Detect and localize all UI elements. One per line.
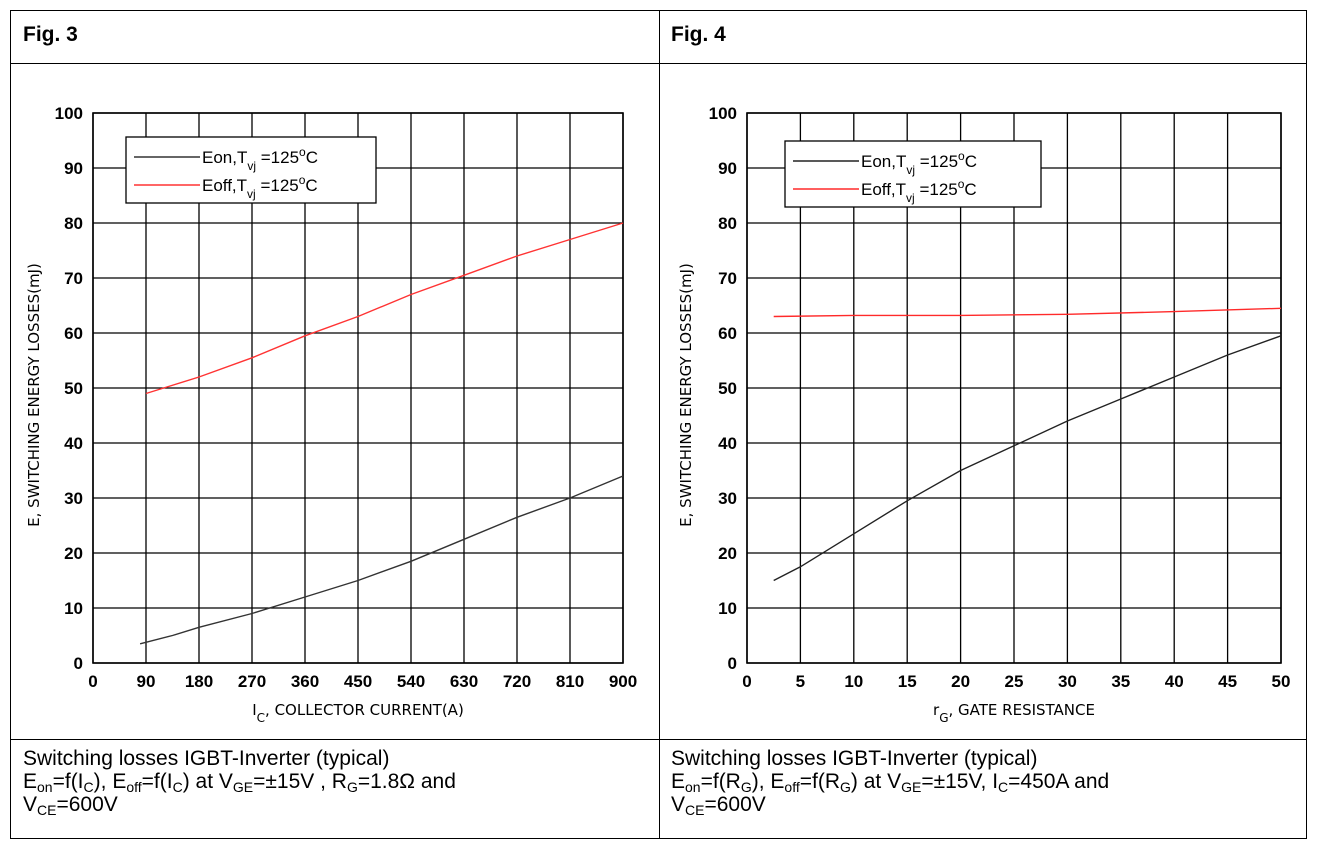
fig4-xtick-label: 15 [898,672,917,691]
fig3-xtick-label: 810 [556,672,584,691]
caption-divider [11,739,1306,740]
fig4-xtick-label: 10 [844,672,863,691]
fig3-xtick-label: 720 [503,672,531,691]
fig4-xaxis-title: rG​, GATE RESISTANCE [933,701,1095,725]
fig4-ytick-label: 100 [709,104,737,123]
fig3-ytick-label: 40 [64,434,83,453]
fig3-xtick-label: 90 [137,672,156,691]
fig4-xtick-label: 50 [1272,672,1291,691]
fig3-ytick-label: 30 [64,489,83,508]
column-divider [659,11,660,838]
fig3-xtick-label: 270 [238,672,266,691]
fig4-xtick-label: 45 [1218,672,1237,691]
fig4-ytick-label: 30 [718,489,737,508]
fig4-xtick-label: 30 [1058,672,1077,691]
figure-sheet: Fig. 3 Fig. 4 0 90 180 270 360 450 540 630 720 81… [10,10,1307,839]
fig3-series-eoff-line [145,222,624,395]
fig3-caption-line3: VCE=600V [23,793,118,818]
fig3-xtick-label: 180 [185,672,213,691]
fig4-ytick-label: 40 [718,434,737,453]
fig3-ytick-label: 100 [55,104,83,123]
figure-table: Fig. 3 Fig. 4 0 90 180 270 360 450 540 630 720 81… [10,10,1307,839]
fig3-label: Fig. 3 [23,23,78,46]
fig3-xtick-label: 540 [397,672,425,691]
fig3-xtick-label: 900 [609,672,637,691]
fig4-xtick-label: 0 [742,672,751,691]
fig3-caption-line1: Switching losses IGBT-Inverter (typical) [23,747,390,770]
fig3-caption-line2: Eon=f(IC), Eoff=f(IC) at VGE=±15V , RG=1… [23,770,456,795]
fig4-legend-entry: Eon,Tvj​ =125o​C [861,149,977,177]
header-divider [11,63,1306,64]
fig4-ytick-label: 0 [728,654,737,673]
fig3-ytick-label: 0 [74,654,83,673]
fig3-ytick-label: 70 [64,269,83,288]
fig4-xtick-label: 35 [1111,672,1130,691]
fig4-ytick-label: 70 [718,269,737,288]
fig4-xtick-label: 5 [796,672,805,691]
fig3-yaxis-title: E, SWITCHING ENERGY LOSSES(mJ) [25,263,43,527]
fig4-caption-line1: Switching losses IGBT-Inverter (typical) [671,747,1038,770]
fig4-ytick-label: 90 [718,159,737,178]
fig4-ytick-label: 80 [718,214,737,233]
fig4-caption-line3: VCE=600V [671,793,766,818]
fig4-ytick-label: 50 [718,379,737,398]
fig3-series-eon-line [139,475,624,645]
fig3-legend-box [125,136,377,204]
fig3-chart: 0 90 180 270 360 450 540 630 720 810 900 0 10 20 30 40 5… [25,104,637,725]
fig3-ytick-label: 60 [64,324,83,343]
fig4-ytick-label: 60 [718,324,737,343]
fig4-xtick-label: 40 [1165,672,1184,691]
fig4-xtick-label: 25 [1005,672,1024,691]
fig4-series-eon-line [773,335,1282,582]
fig3-legend-entry: Eoff,Tvj​ =125o​C [202,173,318,201]
fig3-xtick-label: 450 [344,672,372,691]
fig4-ytick-label: 10 [718,599,737,618]
fig3-caption: Switching losses IGBT-Inverter (typical)… [23,747,456,818]
fig4-yaxis-title: E, SWITCHING ENERGY LOSSES(mJ) [677,263,695,527]
fig3-xaxis-title: IC​, COLLECTOR CURRENT(A) [252,701,464,725]
fig3-xtick-label: 0 [88,672,97,691]
fig3-ytick-label: 80 [64,214,83,233]
fig4-legend-box [784,140,1042,208]
fig4-caption: Switching losses IGBT-Inverter (typical)… [671,747,1110,818]
fig4-xtick-label: 20 [951,672,970,691]
fig4-series-eoff-line [773,307,1282,318]
fig4-chart: 0 5 10 15 20 25 30 35 40 45 50 0 10 20 30 40 50 60 70 80 90 1… [677,104,1291,725]
fig3-ytick-label: 50 [64,379,83,398]
fig3-plot-frame [92,112,624,664]
fig3-ytick-label: 10 [64,599,83,618]
fig3-legend-entry: Eon,Tvj​ =125o​C [202,145,318,173]
fig4-ytick-label: 20 [718,544,737,563]
fig4-plot-frame [746,112,1282,664]
fig3-ytick-label: 90 [64,159,83,178]
fig4-label: Fig. 4 [671,23,726,46]
fig4-legend-entry: Eoff,Tvj​ =125o​C [861,177,977,205]
fig4-caption-line2: Eon=f(RG), Eoff=f(RG) at VGE=±15V, IC=45… [671,770,1110,795]
fig3-xtick-label: 630 [450,672,478,691]
fig3-ytick-label: 20 [64,544,83,563]
fig3-xtick-label: 360 [291,672,319,691]
